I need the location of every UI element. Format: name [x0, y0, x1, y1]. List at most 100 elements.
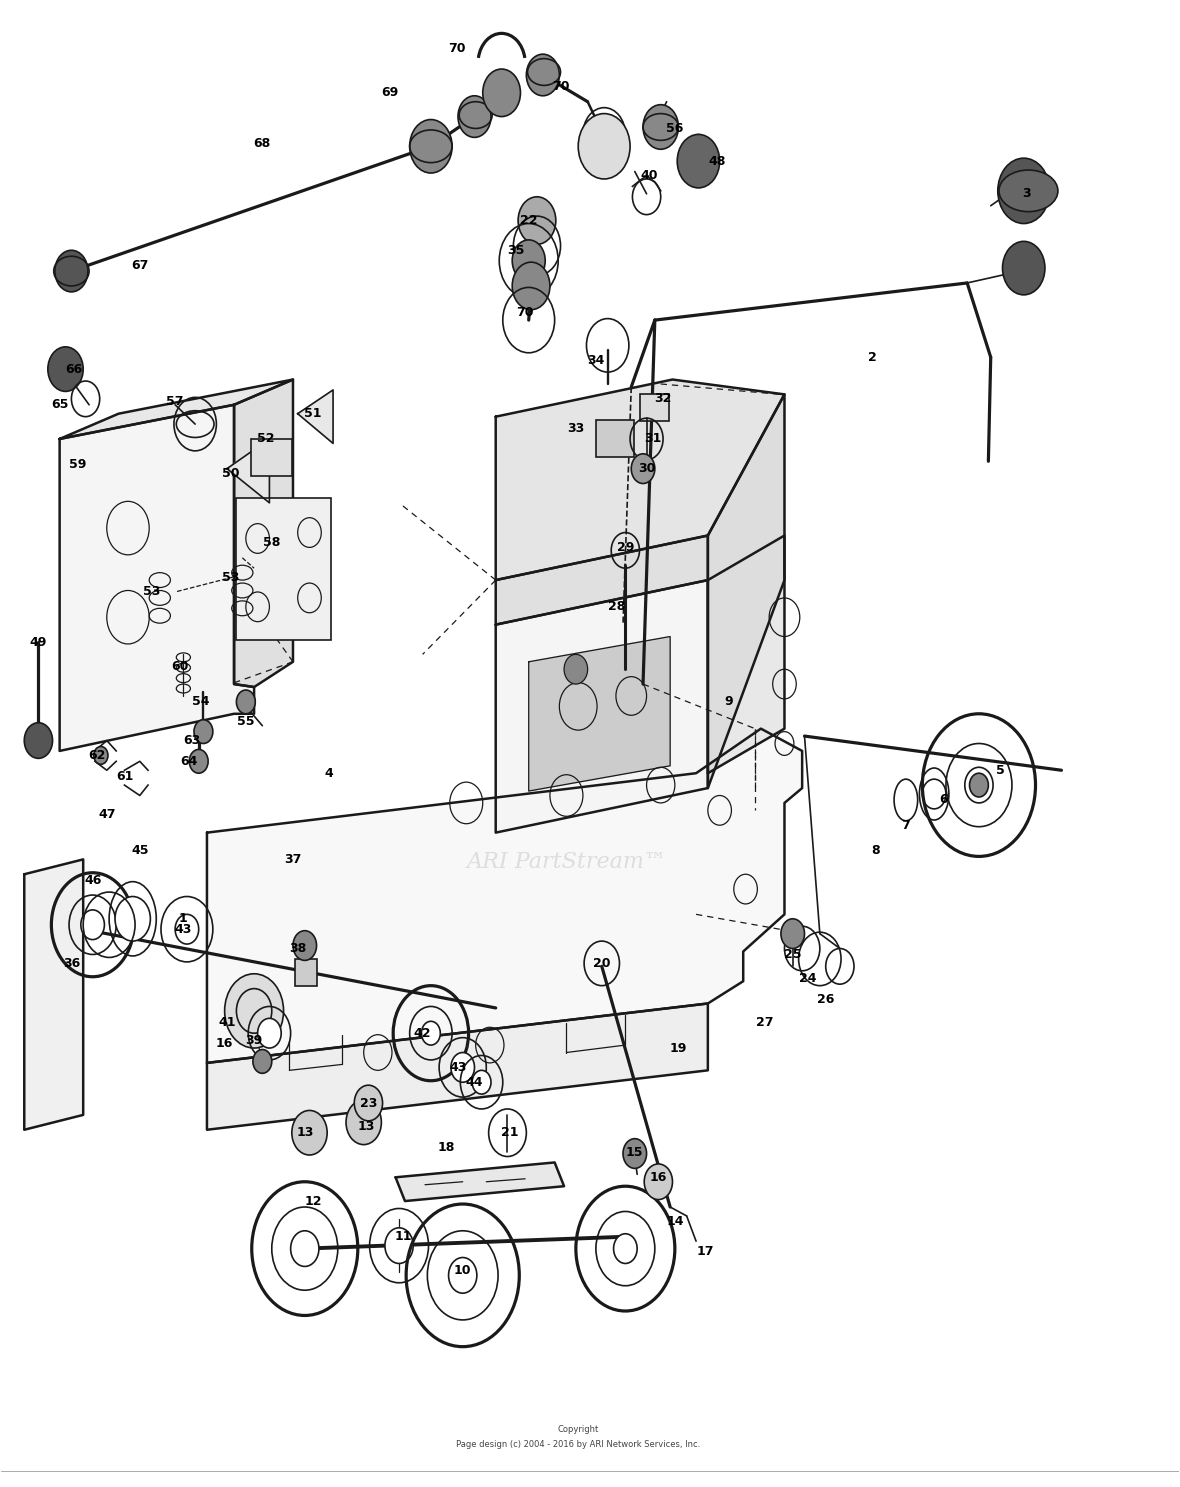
Text: 6: 6 — [939, 794, 948, 806]
Text: 32: 32 — [655, 393, 671, 406]
Bar — [596, 419, 634, 457]
Circle shape — [409, 119, 452, 172]
Text: 38: 38 — [289, 941, 307, 955]
Polygon shape — [206, 1004, 708, 1130]
Text: 44: 44 — [466, 1075, 484, 1088]
Polygon shape — [297, 390, 333, 443]
Circle shape — [189, 749, 208, 773]
Text: 49: 49 — [30, 636, 47, 648]
Bar — [295, 959, 316, 986]
Polygon shape — [496, 580, 708, 833]
Text: 28: 28 — [609, 601, 625, 613]
Text: 16: 16 — [650, 1170, 667, 1184]
Circle shape — [448, 1258, 477, 1294]
Text: 29: 29 — [617, 541, 634, 553]
Circle shape — [93, 746, 107, 764]
Bar — [250, 439, 291, 476]
Bar — [236, 498, 330, 639]
Circle shape — [472, 1071, 491, 1094]
Polygon shape — [206, 729, 802, 1063]
Text: 13: 13 — [296, 1126, 314, 1139]
Text: 60: 60 — [171, 660, 189, 672]
Polygon shape — [234, 379, 293, 687]
Text: 26: 26 — [817, 992, 834, 1005]
Polygon shape — [708, 535, 785, 773]
Text: 67: 67 — [131, 259, 149, 272]
Circle shape — [458, 95, 491, 137]
Circle shape — [512, 239, 545, 281]
Text: 52: 52 — [257, 433, 275, 446]
Polygon shape — [60, 404, 254, 751]
Text: 53: 53 — [143, 586, 160, 598]
Circle shape — [631, 454, 655, 483]
Text: 18: 18 — [438, 1141, 455, 1154]
Circle shape — [257, 1019, 281, 1048]
Circle shape — [293, 931, 316, 961]
Text: 54: 54 — [192, 696, 210, 708]
Text: 63: 63 — [183, 735, 201, 746]
Circle shape — [677, 134, 720, 187]
Text: 70: 70 — [552, 80, 569, 94]
Circle shape — [970, 773, 989, 797]
Circle shape — [781, 919, 805, 949]
Text: 70: 70 — [517, 306, 533, 320]
Polygon shape — [25, 859, 84, 1130]
Text: 2: 2 — [868, 351, 877, 364]
Circle shape — [998, 158, 1050, 223]
Text: 23: 23 — [360, 1096, 378, 1109]
Circle shape — [643, 104, 678, 149]
Polygon shape — [496, 379, 785, 580]
Text: 39: 39 — [245, 1033, 263, 1047]
Polygon shape — [529, 636, 670, 791]
Text: 16: 16 — [216, 1036, 234, 1050]
Text: 22: 22 — [520, 214, 537, 228]
Text: 43: 43 — [175, 923, 192, 935]
Text: 43: 43 — [450, 1060, 466, 1074]
Text: 33: 33 — [568, 422, 584, 436]
Text: 68: 68 — [254, 137, 271, 150]
Polygon shape — [708, 394, 785, 788]
Text: 66: 66 — [65, 363, 83, 376]
Text: 14: 14 — [667, 1215, 683, 1228]
Text: 64: 64 — [181, 755, 198, 767]
Circle shape — [385, 1228, 413, 1264]
Text: 19: 19 — [670, 1041, 687, 1054]
Text: 24: 24 — [799, 971, 817, 984]
Circle shape — [175, 915, 198, 944]
Text: 61: 61 — [116, 770, 133, 782]
Polygon shape — [227, 439, 269, 503]
Circle shape — [48, 346, 84, 391]
Text: 42: 42 — [414, 1026, 432, 1039]
Text: 45: 45 — [131, 845, 149, 857]
Text: ARI PartStream™: ARI PartStream™ — [466, 852, 667, 873]
Bar — [640, 394, 669, 421]
Circle shape — [512, 262, 550, 309]
Circle shape — [194, 720, 212, 744]
Text: 34: 34 — [588, 354, 604, 367]
Text: 40: 40 — [641, 170, 657, 183]
Text: 15: 15 — [627, 1145, 643, 1158]
Polygon shape — [60, 379, 293, 439]
Text: 48: 48 — [709, 155, 726, 168]
Text: Copyright: Copyright — [558, 1426, 598, 1435]
Text: 20: 20 — [594, 956, 610, 970]
Text: 50: 50 — [222, 467, 240, 480]
Polygon shape — [395, 1163, 564, 1201]
Circle shape — [253, 1050, 271, 1074]
Circle shape — [114, 897, 150, 941]
Text: 1: 1 — [179, 913, 188, 925]
Circle shape — [224, 974, 283, 1048]
Circle shape — [965, 767, 994, 803]
Circle shape — [346, 1100, 381, 1145]
Text: 58: 58 — [263, 537, 281, 549]
Text: 57: 57 — [166, 396, 184, 409]
Text: 46: 46 — [84, 874, 101, 886]
Text: 8: 8 — [871, 845, 879, 857]
Text: 51: 51 — [304, 407, 322, 421]
Circle shape — [55, 250, 88, 291]
Text: Page design (c) 2004 - 2016 by ARI Network Services, Inc.: Page design (c) 2004 - 2016 by ARI Netwo… — [457, 1441, 701, 1450]
Text: 3: 3 — [1022, 187, 1030, 201]
Circle shape — [483, 68, 520, 116]
Text: 35: 35 — [507, 244, 524, 257]
Text: 41: 41 — [218, 1016, 236, 1029]
